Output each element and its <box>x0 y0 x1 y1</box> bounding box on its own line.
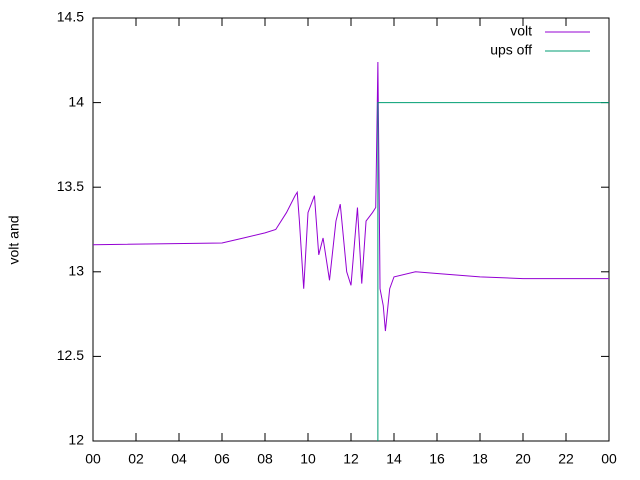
legend-label: volt <box>510 23 532 39</box>
y-tick-label: 14.5 <box>57 9 84 25</box>
line-series <box>377 102 609 441</box>
x-tick-label: 06 <box>214 451 230 467</box>
x-tick-label: 00 <box>85 451 101 467</box>
x-tick-label: 00 <box>601 451 617 467</box>
y-tick-label: 13.5 <box>57 178 84 194</box>
y-tick-label: 12 <box>68 432 84 448</box>
x-tick-label: 08 <box>257 451 273 467</box>
x-tick-label: 04 <box>171 451 187 467</box>
line-series <box>92 61 609 332</box>
x-tick-label: 14 <box>386 451 402 467</box>
x-tick-label: 12 <box>343 451 359 467</box>
x-tick-label: 22 <box>558 451 574 467</box>
legend-label: ups off <box>490 42 532 58</box>
x-tick-label: 16 <box>429 451 445 467</box>
y-tick-label: 13 <box>68 263 84 279</box>
x-tick-label: 18 <box>472 451 488 467</box>
plot-border <box>92 17 610 442</box>
x-tick-label: 10 <box>300 451 316 467</box>
x-tick-label: 02 <box>128 451 144 467</box>
y-tick-label: 12.5 <box>57 347 84 363</box>
y-tick-label: 14 <box>68 93 84 109</box>
y-axis-label: volt and <box>6 215 22 264</box>
x-tick-label: 20 <box>515 451 531 467</box>
